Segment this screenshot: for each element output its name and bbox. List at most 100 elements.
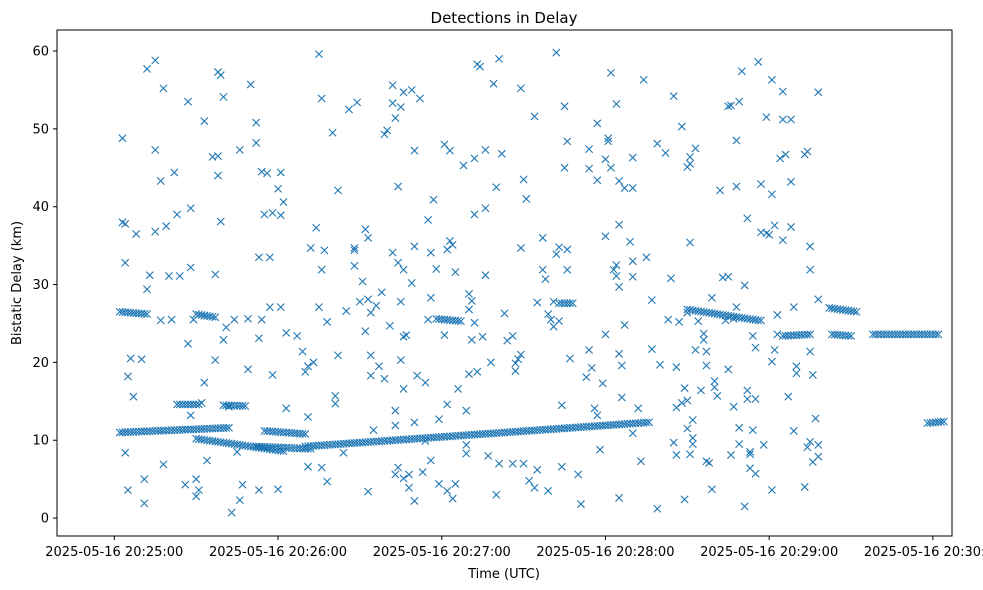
detection-point (366, 371, 375, 380)
detection-point (514, 355, 523, 364)
detection-point (735, 423, 744, 432)
detection-point (192, 475, 201, 484)
detection-point (405, 483, 413, 492)
detection-point (587, 363, 596, 372)
detection-point (222, 423, 231, 432)
detection-point (309, 358, 318, 367)
detection-point (735, 440, 744, 449)
detection-point (364, 487, 373, 496)
detection-point (585, 164, 594, 173)
detection-point (175, 272, 184, 280)
detection-point (508, 459, 517, 468)
y-tick-label: 60 (32, 45, 49, 60)
detection-point (710, 383, 719, 392)
detection-point (388, 248, 397, 257)
detection-point (167, 315, 176, 324)
detection-point (710, 377, 719, 386)
detection-point (702, 361, 711, 370)
x-tick-label: 2025-05-16 20:28:00 (536, 545, 674, 560)
detection-point (211, 356, 220, 365)
detection-point (350, 261, 359, 270)
detection-point (576, 500, 585, 509)
detection-point (459, 161, 468, 170)
detection-point (552, 250, 561, 259)
detection-point (274, 485, 283, 494)
detection-point (563, 137, 572, 146)
detection-point (792, 362, 801, 371)
detection-point (814, 88, 823, 97)
detection-point (317, 94, 326, 103)
detection-point (304, 462, 313, 471)
detection-point (465, 305, 474, 314)
x-tick-label: 2025-05-16 20:25:00 (45, 545, 183, 560)
detection-point (478, 332, 487, 341)
detection-point (369, 426, 378, 435)
detection-point (274, 184, 283, 193)
y-tick-label: 40 (32, 200, 49, 215)
detection-point (765, 230, 774, 239)
detection-point (170, 168, 179, 177)
detection-point (781, 150, 790, 159)
detection-point (803, 443, 812, 452)
detection-point (399, 474, 408, 483)
detection-point (683, 396, 692, 405)
detection-point (563, 265, 572, 274)
detection-point (129, 392, 138, 401)
detection-point (705, 458, 714, 467)
detection-point (219, 92, 228, 101)
detection-point (317, 463, 326, 472)
detection-point (317, 265, 326, 274)
detection-point (385, 321, 394, 330)
detection-point (162, 222, 171, 231)
detection-point (396, 297, 405, 306)
detection-point (186, 204, 195, 213)
detection-point (814, 452, 823, 461)
detection-point (331, 399, 340, 408)
detection-point (473, 367, 482, 376)
detection-point (405, 470, 413, 479)
y-tick-label: 50 (32, 122, 49, 137)
detection-point (849, 307, 858, 316)
detection-point (364, 233, 373, 242)
detection-point (396, 356, 405, 365)
detection-point (462, 406, 471, 415)
detection-point (604, 137, 613, 146)
detection-point (298, 347, 307, 356)
detection-point (770, 221, 779, 230)
detection-point (492, 183, 501, 192)
detection-point (339, 448, 348, 457)
detection-point (372, 301, 381, 310)
detection-point (743, 395, 752, 403)
detection-point (467, 296, 476, 305)
detection-point (475, 62, 484, 71)
detection-point (410, 496, 419, 505)
detection-point (620, 184, 629, 193)
detection-point (426, 456, 435, 465)
detection-point (773, 330, 782, 339)
detection-point (334, 186, 343, 195)
detection-point (451, 268, 460, 277)
detection-point (672, 403, 681, 412)
detection-point (435, 479, 444, 488)
detection-point (377, 288, 386, 297)
detection-point (503, 336, 512, 345)
detection-point (454, 384, 463, 393)
detection-point (293, 331, 302, 340)
detection-point (516, 84, 525, 93)
detection-point (121, 219, 130, 228)
detection-point (748, 331, 757, 340)
detection-point (254, 486, 263, 495)
detection-point (265, 303, 274, 312)
detection-point (530, 112, 539, 121)
detection-point (183, 339, 192, 348)
detection-point (132, 229, 141, 238)
detection-point (636, 457, 645, 466)
detection-point (634, 404, 643, 413)
detection-point (555, 243, 564, 252)
detection-point (394, 463, 403, 472)
detection-point (467, 335, 476, 344)
detection-point (443, 486, 452, 495)
detection-point (546, 315, 555, 324)
detection-point (366, 351, 375, 360)
